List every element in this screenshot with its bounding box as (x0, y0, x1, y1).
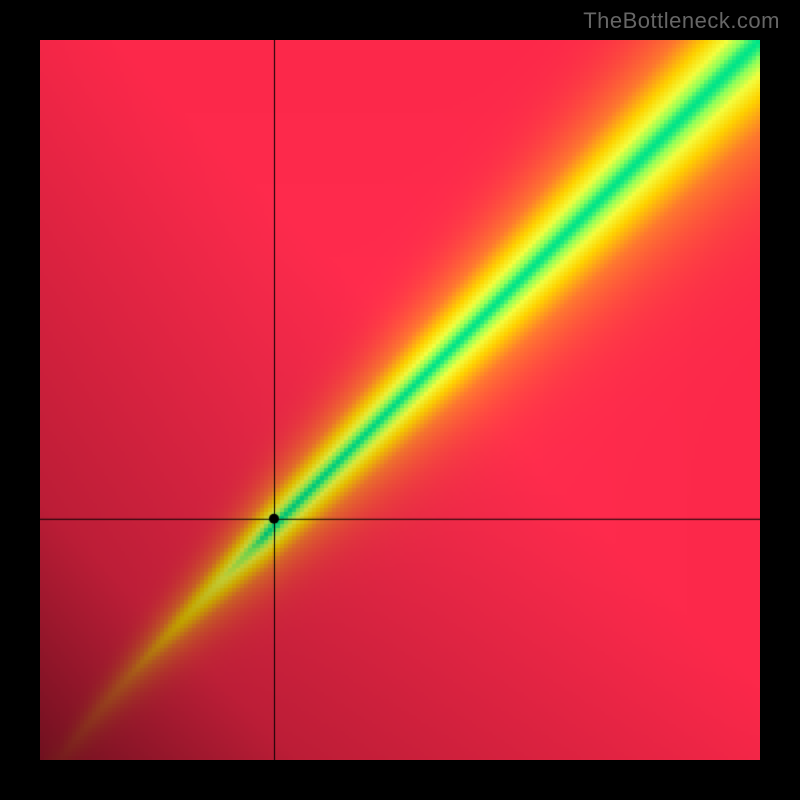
chart-container: TheBottleneck.com (0, 0, 800, 800)
bottleneck-heatmap (40, 40, 760, 760)
watermark-text: TheBottleneck.com (583, 8, 780, 34)
plot-area (40, 40, 760, 760)
